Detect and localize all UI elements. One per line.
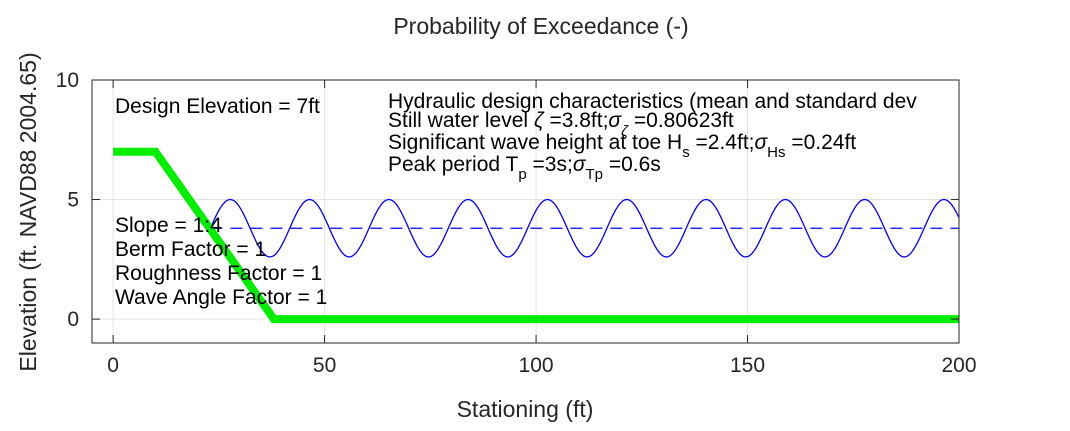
annotation-berm-factor: Berm Factor = 1 (115, 238, 266, 261)
wave-line (209, 198, 960, 258)
annotation-design-elevation: Design Elevation = 7ft (115, 95, 320, 118)
annotation-wave-angle-factor: Wave Angle Factor = 1 (115, 286, 327, 309)
annotation-wave-height: Significant wave height at toe Hs =2.4ft… (388, 131, 856, 161)
y-tick-label: 10 (56, 69, 79, 92)
annotation-hydraulic-heading: Hydraulic design characteristics (mean a… (388, 90, 917, 113)
levee-profile-line (113, 147, 959, 324)
x-tick-label: 200 (941, 354, 976, 377)
x-tick-label: 100 (519, 354, 554, 377)
y-axis-ticks: 0 5 10 (56, 69, 959, 331)
annotation-still-water-level: Still water level ζ =3.8ft;σζ =0.80623ft (388, 109, 734, 140)
y-axis-label: Elevation (ft. NAVD88 2004.65) (15, 52, 41, 371)
chart-title: Probability of Exceedance (-) (393, 13, 688, 39)
annotation-slope: Slope = 1:4 (115, 214, 222, 237)
y-tick-label: 5 (67, 189, 79, 212)
x-axis-ticks: 0 50 100 150 200 (107, 80, 977, 377)
series-layer (113, 147, 960, 324)
x-tick-label: 0 (107, 354, 119, 377)
x-tick-label: 50 (313, 354, 336, 377)
x-tick-label: 150 (730, 354, 765, 377)
plot-area-frame (91, 79, 960, 344)
annotation-peak-period: Peak period Tp =3s;σTp =0.6s (388, 153, 661, 183)
y-tick-label: 0 (67, 308, 79, 331)
annotation-roughness-factor: Roughness Factor = 1 (115, 262, 322, 285)
x-axis-label: Stationing (ft) (457, 396, 594, 422)
